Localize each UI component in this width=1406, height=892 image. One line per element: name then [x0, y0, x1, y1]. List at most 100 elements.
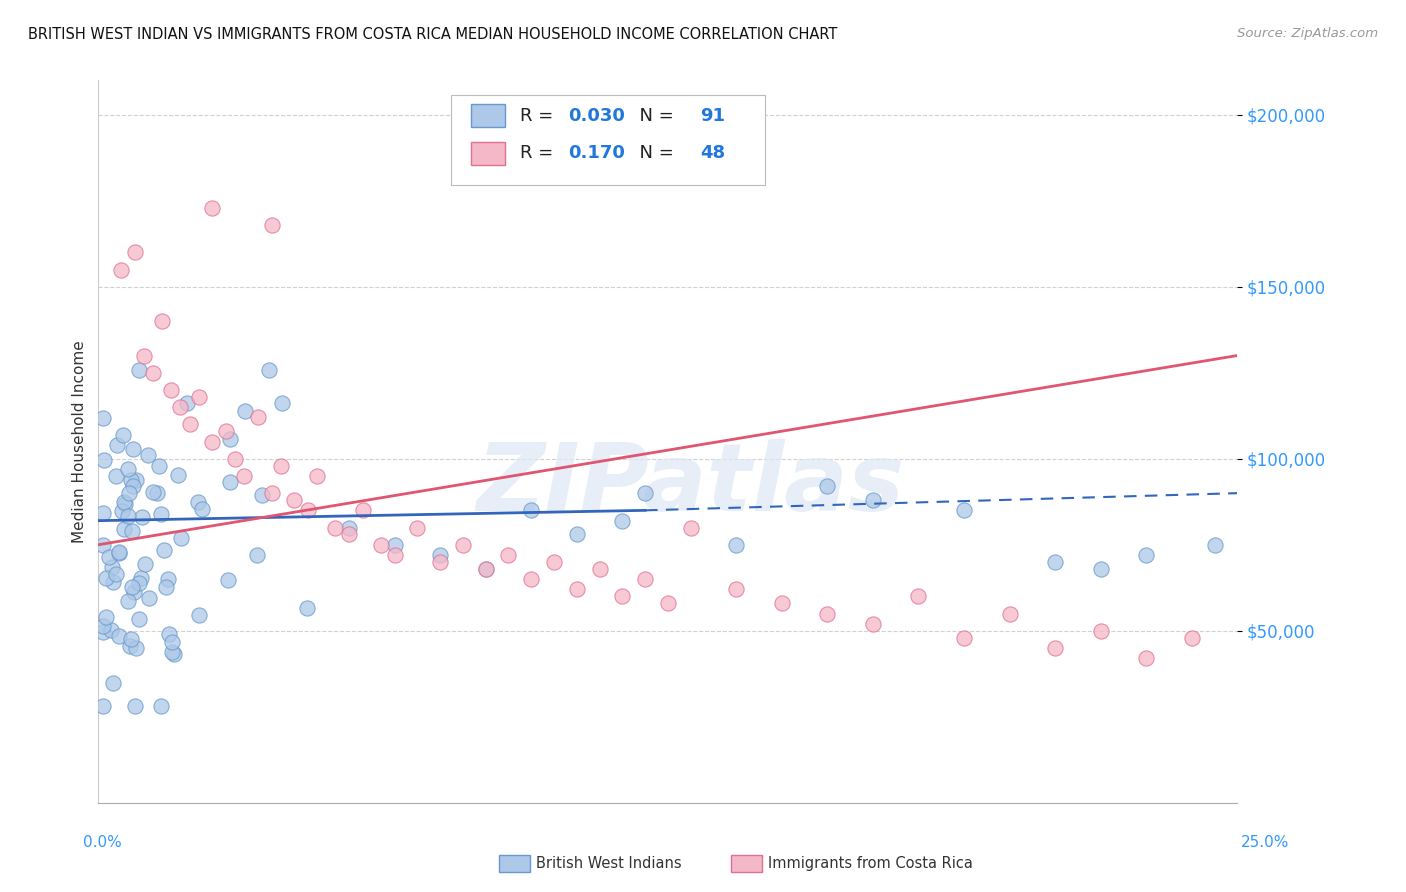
Point — [384, 538, 406, 552]
Point — [91, 506, 114, 520]
Point — [91, 624, 114, 639]
Text: British West Indians: British West Indians — [536, 856, 682, 871]
Point — [565, 582, 588, 597]
Text: Source: ZipAtlas.com: Source: ZipAtlas.com — [1237, 27, 1378, 40]
Point — [105, 567, 128, 582]
Point — [370, 538, 392, 552]
Text: 25.0%: 25.0% — [1241, 836, 1289, 850]
Point — [125, 641, 148, 656]
Point — [112, 428, 135, 442]
Point — [120, 632, 142, 646]
Point — [337, 527, 360, 541]
Point — [122, 479, 145, 493]
Point — [104, 469, 127, 483]
Point — [122, 442, 145, 456]
Point — [588, 562, 610, 576]
FancyBboxPatch shape — [451, 95, 765, 185]
Point — [114, 497, 136, 511]
Point — [190, 501, 212, 516]
Point — [134, 558, 156, 572]
Point — [112, 494, 135, 508]
Point — [156, 572, 179, 586]
Point — [101, 676, 124, 690]
Point — [155, 580, 177, 594]
Point — [384, 548, 406, 562]
Point — [634, 572, 657, 586]
Text: R =: R = — [520, 145, 558, 162]
Point — [122, 585, 145, 599]
Point — [112, 522, 135, 536]
Text: 0.170: 0.170 — [568, 145, 624, 162]
Point — [110, 262, 132, 277]
Point — [131, 510, 153, 524]
Point — [146, 486, 169, 500]
Point — [1043, 640, 1066, 655]
Point — [124, 699, 146, 714]
Point — [352, 503, 374, 517]
Point — [406, 520, 429, 534]
Point — [100, 623, 122, 637]
Point — [188, 607, 211, 622]
Point — [270, 458, 292, 473]
Point — [179, 417, 201, 432]
Point — [132, 349, 155, 363]
Point — [451, 538, 474, 552]
Point — [160, 383, 183, 397]
Point — [217, 573, 239, 587]
Point — [121, 524, 143, 539]
Point — [998, 607, 1021, 621]
Point — [429, 548, 451, 562]
Point — [98, 550, 121, 565]
Point — [201, 201, 224, 215]
Point — [117, 508, 139, 523]
Point — [1135, 651, 1157, 665]
Point — [1181, 631, 1204, 645]
Point — [150, 314, 173, 328]
Point — [612, 590, 634, 604]
Point — [565, 527, 588, 541]
Point — [612, 514, 634, 528]
Point — [252, 488, 274, 502]
Point — [1043, 555, 1066, 569]
Point — [176, 395, 198, 409]
Point — [337, 520, 360, 534]
Point — [215, 424, 238, 438]
Point — [323, 520, 346, 534]
Text: R =: R = — [520, 107, 558, 125]
Point — [429, 555, 451, 569]
Point — [117, 462, 139, 476]
Point — [260, 486, 283, 500]
Point — [142, 485, 165, 500]
Point — [108, 629, 131, 643]
Point — [907, 590, 929, 604]
Point — [257, 363, 280, 377]
Point — [128, 362, 150, 376]
Text: 0.030: 0.030 — [568, 107, 624, 125]
Point — [218, 432, 240, 446]
Point — [162, 645, 184, 659]
Point — [770, 596, 793, 610]
Point — [815, 479, 838, 493]
Point — [260, 218, 283, 232]
Point — [474, 562, 496, 576]
Point — [136, 448, 159, 462]
Point — [117, 594, 139, 608]
Point — [163, 647, 186, 661]
Point — [121, 580, 143, 594]
Point — [91, 699, 114, 714]
Point — [107, 544, 129, 558]
Point — [125, 474, 148, 488]
Text: N =: N = — [628, 107, 679, 125]
Point — [295, 601, 318, 615]
Point — [100, 559, 122, 574]
Point — [124, 245, 146, 260]
Point — [520, 572, 543, 586]
Text: 48: 48 — [700, 145, 725, 162]
Point — [105, 438, 128, 452]
Text: BRITISH WEST INDIAN VS IMMIGRANTS FROM COSTA RICA MEDIAN HOUSEHOLD INCOME CORREL: BRITISH WEST INDIAN VS IMMIGRANTS FROM C… — [28, 27, 838, 42]
Point — [138, 591, 160, 605]
FancyBboxPatch shape — [471, 142, 505, 165]
Text: ZIPatlas: ZIPatlas — [477, 439, 904, 531]
Point — [148, 458, 170, 473]
Point — [233, 469, 256, 483]
